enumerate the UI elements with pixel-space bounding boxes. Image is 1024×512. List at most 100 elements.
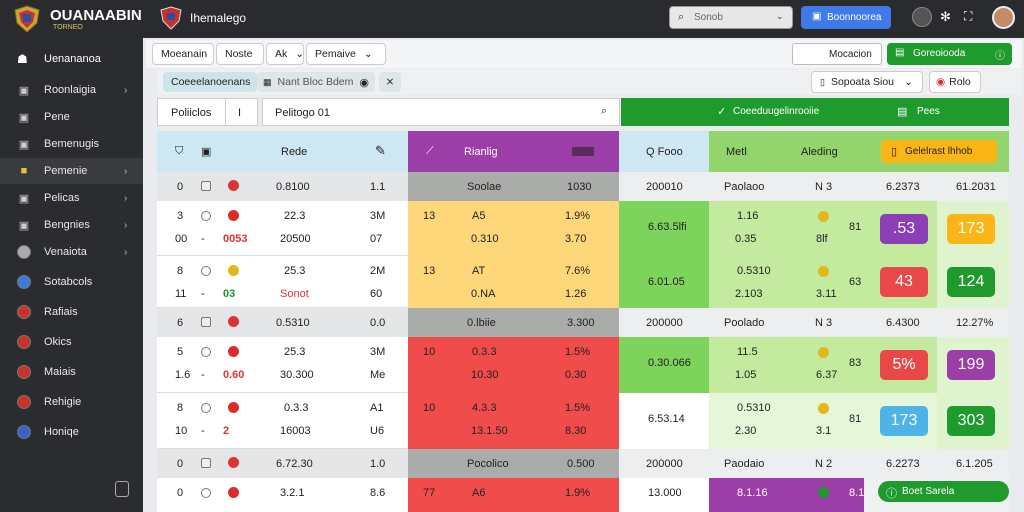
best-sale-badge[interactable]: ⓘ Boet Sarela (878, 481, 1009, 502)
cell-value: 1.5% (565, 346, 591, 358)
checkbox-icon[interactable] (201, 317, 211, 327)
search-input[interactable]: ⌕ Sonob ⌄ (669, 6, 793, 29)
value-chip[interactable]: 173 (880, 406, 928, 436)
row-bg-left (157, 201, 408, 256)
row-bg-left (157, 478, 408, 512)
cell-value: 60 (370, 288, 383, 300)
sidebar-item-label: Roonlaigia (44, 84, 96, 96)
row-bg-score (619, 337, 709, 393)
count-field[interactable]: I (225, 98, 258, 126)
radio-icon[interactable] (201, 266, 211, 276)
header-col-2: ⟋ Rianlig (408, 131, 619, 172)
status-icon (228, 487, 239, 498)
edit-icon[interactable]: ✎ (375, 143, 386, 158)
value-chip[interactable]: 303 (947, 406, 995, 436)
menu-icon[interactable]: ☗ (17, 52, 28, 66)
table-row[interactable]: 8 10 - 2 0.3.3 16003 A1 U6 10 4.3.3 13.1.50 1.5% 8.3… (157, 393, 1009, 449)
chevron-down-icon: ⌄ (363, 48, 373, 60)
checkbox-icon[interactable] (201, 181, 211, 191)
value-chip[interactable]: 173 (947, 213, 995, 244)
flag-icon (17, 305, 31, 319)
radio-icon[interactable] (201, 488, 211, 498)
cell-value: 0.NA (471, 288, 496, 300)
row-bg-rating (408, 337, 619, 393)
sidebar-item-sotabcols[interactable]: Sotabcols (0, 269, 143, 295)
text-search-input[interactable]: Pelitogo 01 ⌕ (262, 98, 620, 126)
table-row[interactable]: 8 11 - 03 25.3 Sonot 2M 60 13 AT 0.NA 7.6% 1.26 6.01.… (157, 256, 1009, 308)
user-icon[interactable] (912, 7, 932, 27)
cell-value: 0.8100 (276, 181, 310, 193)
table-row[interactable]: 3 00 - 0053 22.3 20500 3M 07 13 A5 0.310 1.9% 3.70 6.… (157, 201, 1009, 256)
chevron-down-icon: ⌄ (776, 11, 784, 21)
cell-value: 0.3.3 (284, 402, 309, 414)
toolbar: Moeanain Noste Ak ⌄ Pemaive ⌄ Mocacion ▤ Gore… (146, 40, 1022, 68)
filter-chip-2-label: Nant Bloc Bdem (277, 76, 354, 88)
cell-value: 00 (175, 233, 188, 245)
sidebar-item-pene[interactable]: ▣ Pene (0, 104, 143, 130)
value-chip[interactable]: .53 (880, 213, 928, 244)
sidebar-item-honiqe[interactable]: Honiqe (0, 419, 143, 445)
filter-chip-2[interactable]: ▦ Nant Bloc Bdem ◉ (257, 72, 375, 92)
cell-value: 3M (370, 346, 386, 358)
tab-pemaive[interactable]: Pemaive ⌄ (306, 43, 386, 65)
sidebar-item-bemenugis[interactable]: ▣ Bemenugis (0, 131, 143, 157)
settings-icon[interactable]: ✻ (940, 9, 951, 24)
value-chip[interactable]: 43 (880, 267, 928, 297)
sidebar-item-rehigie[interactable]: Rehigie (0, 389, 143, 415)
value-chip[interactable]: 124 (947, 267, 995, 297)
tab-label: Moeanain (161, 48, 208, 60)
tab-moeanain[interactable]: Moeanain (152, 43, 214, 65)
profile-avatar[interactable] (992, 6, 1015, 29)
sidebar-item-pelicas[interactable]: ▣ Pelicas › (0, 185, 143, 211)
table-row[interactable]: 0 3.2.1 8.6 77 A6 1.9% 13.000 8.1.16 8.1 ⓘ Boet Sa… (157, 478, 1009, 512)
chevron-down-icon: ⌄ (904, 76, 913, 88)
cell-value: Me (370, 369, 386, 381)
green-action-button[interactable]: ▤ Goreoiooda ⓘ (887, 43, 1012, 65)
sidebar-item-pemenie[interactable]: ■ Pemenie › (0, 158, 143, 184)
rolo-chip[interactable]: ◉ Rolo (929, 71, 981, 93)
cell-value: 8.6 (370, 487, 386, 499)
logout-icon[interactable] (115, 481, 129, 497)
sidebar-item-rafiais[interactable]: Rafiais (0, 299, 143, 325)
clear-chip[interactable]: ⨯ (379, 72, 401, 92)
coin-icon (818, 266, 829, 277)
cell-value: 0.30.066 (648, 357, 691, 369)
flag-icon (17, 245, 31, 259)
table-row[interactable]: 5 1.6- 0.60 25.3 30.300 3M Me 10 0.3.3 10.30 1.5% 0… (157, 337, 1009, 393)
mocacion-button[interactable]: Mocacion (792, 43, 882, 65)
group-bg-mid (408, 449, 619, 478)
tab-noste[interactable]: Noste (216, 43, 264, 65)
globe-icon (17, 275, 31, 289)
sidebar-item-venaiota[interactable]: Venaiota › (0, 239, 143, 265)
sidebar-item-maiais[interactable]: Maiais (0, 359, 143, 385)
group-row[interactable]: 0 6.72.30 1.0 Pocolico 0.500 200000 Paodaio N 2… (157, 449, 1009, 478)
orange-filter-chip[interactable]: ▯ Gelelrast lhhob (881, 140, 997, 163)
header-rianlig: Rianlig (464, 146, 498, 158)
group-bg-left (157, 449, 408, 478)
filter-chip-1[interactable]: Coeeelanoenans (163, 72, 257, 92)
sidebar-item-roonlaigia[interactable]: ▣ Roonlaigia › (0, 77, 143, 103)
sidebar-item-okics[interactable]: Okics (0, 329, 143, 355)
checkbox-icon[interactable] (201, 458, 211, 468)
help-icon[interactable]: ⛶ (964, 9, 973, 23)
radio-icon[interactable] (201, 347, 211, 357)
radio-icon[interactable] (201, 403, 211, 413)
cell-value: 81 (849, 221, 862, 233)
radio-icon[interactable] (201, 211, 211, 221)
value-chip[interactable]: 199 (947, 350, 995, 380)
value-chip[interactable]: 5% (880, 350, 928, 380)
sidebar-item-bengnies[interactable]: ▣ Bengnies › (0, 212, 143, 238)
cell-value: 03 (223, 288, 236, 300)
primary-button-label: Boonnoorea (827, 12, 882, 23)
cell-value: 6.01.05 (648, 276, 685, 288)
tab-ak[interactable]: Ak ⌄ (266, 43, 304, 65)
alert-icon: ◉ (936, 76, 946, 88)
green-status-bar[interactable]: ✓ Coeeduugelinrooiie ▤ Pees (621, 98, 1009, 126)
search-icon: ⌕ (601, 105, 608, 117)
group-bg-right (619, 308, 1009, 337)
sort-dropdown[interactable]: ▯ Sopoata Siou ⌄ (811, 71, 923, 93)
group-row[interactable]: 6 0.5310 0.0 0.lbiie 3.300 200000 Poolado N 3 6.… (157, 308, 1009, 337)
text-search-value: Pelitogo 01 (275, 107, 331, 119)
group-row[interactable]: 0 0.8100 1.1 Soolae 1030 200010 Paolaoo N 3 6.23… (157, 172, 1009, 201)
primary-button[interactable]: ▣ Boonnoorea (801, 6, 891, 29)
